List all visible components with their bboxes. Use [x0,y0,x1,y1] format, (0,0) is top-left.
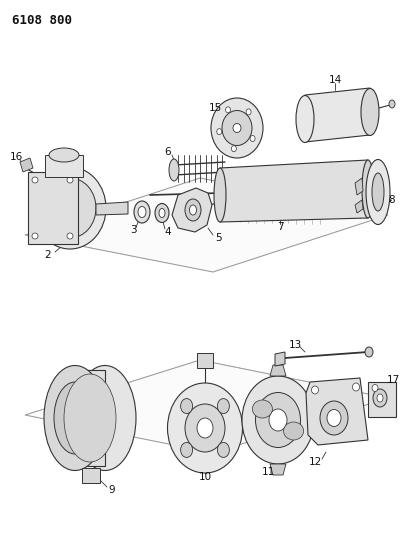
Ellipse shape [255,392,301,448]
Ellipse shape [34,167,106,249]
Polygon shape [270,365,286,376]
Ellipse shape [217,399,229,414]
Text: 17: 17 [386,375,399,385]
Ellipse shape [327,409,341,426]
Text: 11: 11 [262,467,275,477]
Ellipse shape [365,347,373,357]
Text: 6: 6 [165,147,171,157]
Ellipse shape [222,110,252,146]
Ellipse shape [185,404,225,452]
Polygon shape [75,370,105,466]
Ellipse shape [134,201,150,223]
Polygon shape [25,360,388,453]
Ellipse shape [233,124,241,133]
Ellipse shape [49,148,79,162]
Bar [82,468,100,483]
Text: 12: 12 [308,457,322,467]
Ellipse shape [168,383,242,473]
Polygon shape [75,370,105,466]
Ellipse shape [155,204,169,222]
Polygon shape [355,178,363,195]
Text: 15: 15 [208,103,222,113]
Polygon shape [305,88,370,142]
Text: 10: 10 [198,472,212,482]
Text: 2: 2 [45,250,51,260]
Ellipse shape [362,160,374,218]
Ellipse shape [226,107,231,113]
Text: 5: 5 [215,233,221,243]
Ellipse shape [181,442,193,457]
Polygon shape [270,464,286,475]
Ellipse shape [197,418,213,438]
Ellipse shape [159,208,165,217]
Polygon shape [355,200,363,213]
Ellipse shape [44,178,96,238]
Ellipse shape [217,442,229,457]
Text: 9: 9 [109,485,115,495]
Ellipse shape [246,109,251,115]
Ellipse shape [32,233,38,239]
Text: 16: 16 [9,152,22,162]
Ellipse shape [389,100,395,108]
Text: 7: 7 [277,222,283,232]
Text: 3: 3 [130,225,136,235]
Ellipse shape [242,376,314,464]
Polygon shape [25,178,388,272]
Ellipse shape [372,384,378,392]
Ellipse shape [231,146,236,152]
Polygon shape [275,352,285,366]
Text: 6108 800: 6108 800 [12,14,72,27]
Ellipse shape [185,199,201,221]
Bar [28,172,78,244]
Polygon shape [20,158,33,172]
Ellipse shape [250,135,255,141]
Ellipse shape [253,400,273,418]
Ellipse shape [366,159,390,224]
Ellipse shape [181,399,193,414]
Ellipse shape [217,128,222,135]
Polygon shape [220,160,368,222]
Ellipse shape [138,206,146,217]
Ellipse shape [44,366,106,471]
Ellipse shape [284,422,304,440]
Ellipse shape [169,159,179,181]
Ellipse shape [67,177,73,183]
Bar [197,353,213,368]
Ellipse shape [189,205,197,215]
Ellipse shape [361,88,379,135]
Polygon shape [172,188,212,232]
Ellipse shape [32,177,38,183]
Ellipse shape [74,366,136,471]
Ellipse shape [373,389,387,407]
Ellipse shape [211,98,263,158]
Ellipse shape [320,401,348,435]
Ellipse shape [311,386,319,394]
Text: 13: 13 [288,340,302,350]
Text: 8: 8 [389,195,395,205]
Ellipse shape [269,409,287,431]
Ellipse shape [64,374,116,462]
Text: 4: 4 [165,227,171,237]
Polygon shape [96,202,128,215]
Ellipse shape [214,168,226,222]
Bar [45,155,83,177]
Ellipse shape [54,382,96,454]
Ellipse shape [377,394,383,402]
Text: 14: 14 [328,75,341,85]
Ellipse shape [296,95,314,142]
Polygon shape [306,378,368,445]
Ellipse shape [67,233,73,239]
Ellipse shape [353,383,359,391]
Bar [368,382,396,417]
Ellipse shape [372,173,384,211]
